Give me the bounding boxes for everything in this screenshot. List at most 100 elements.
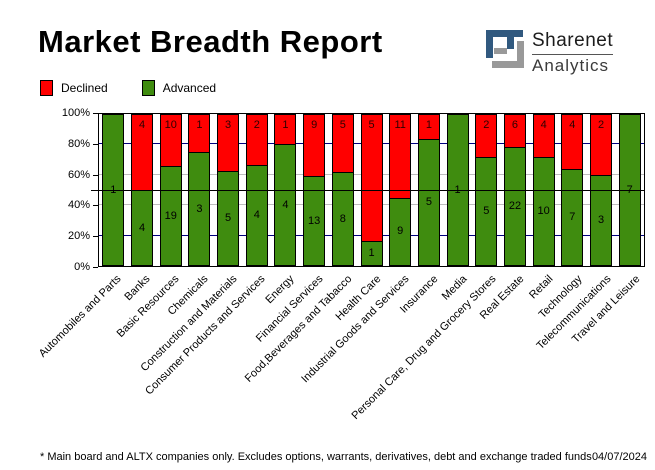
- declined-value-label: 10: [164, 119, 177, 131]
- bar-slot: 11 9: [386, 114, 415, 266]
- reference-line-50pct: [91, 190, 645, 191]
- advanced-value-label: 1: [368, 246, 375, 259]
- y-axis-tick-mark: [93, 143, 98, 145]
- legend-label: Advanced: [162, 81, 217, 95]
- declined-value-label: 2: [483, 119, 490, 131]
- bar-segment-declined: 2: [475, 114, 498, 158]
- bar-slot: 6 22: [501, 114, 530, 266]
- bar-segment-declined: 1: [188, 114, 211, 152]
- y-axis-tick-mark: [93, 113, 98, 114]
- declined-value-label: 2: [253, 119, 260, 131]
- declined-value-label: 5: [339, 119, 346, 131]
- advanced-value-label: 3: [196, 202, 203, 215]
- bar-segment-advanced: 19: [159, 166, 182, 266]
- footnote: * Main board and ALTX companies only. Ex…: [40, 451, 592, 463]
- logo-text: Sharenet Analytics: [532, 30, 614, 76]
- advanced-value-label: 1: [455, 184, 461, 197]
- bar-segment-declined: 11: [389, 114, 412, 198]
- bar-segment-declined: 2: [590, 114, 613, 175]
- advanced-value-label: 10: [537, 205, 550, 218]
- bar-segment-advanced: 22: [503, 146, 526, 266]
- bar-segment-declined: 1: [274, 114, 297, 145]
- y-axis-tick-mark: [93, 236, 98, 238]
- bar-segment-advanced: 5: [217, 171, 240, 266]
- legend-label: Declined: [61, 81, 108, 95]
- stacked-bar: 11 9: [389, 114, 412, 266]
- bar-slot: 10 19: [156, 114, 185, 266]
- y-axis-tick-label: 40%: [67, 199, 90, 212]
- bar-segment-advanced: 10: [532, 157, 555, 266]
- y-axis-tick-label: 100%: [61, 107, 90, 119]
- advanced-value-label: 3: [597, 213, 605, 226]
- declined-value-label: 3: [225, 119, 232, 131]
- bar-segment-declined: 10: [159, 114, 182, 167]
- y-axis-tick-mark: [93, 174, 98, 176]
- sharenet-logo: Sharenet Analytics: [486, 30, 614, 76]
- advanced-value-label: 7: [627, 184, 633, 197]
- stacked-bar: 9 13: [303, 114, 326, 266]
- bar-segment-advanced: 5: [417, 139, 440, 266]
- bar-segment-advanced: 4: [131, 190, 154, 266]
- declined-value-label: 6: [511, 119, 519, 131]
- chart-legend: Declined Advanced: [40, 80, 216, 96]
- stacked-bar: 4 10: [532, 114, 555, 266]
- declined-value-label: 2: [597, 119, 605, 131]
- bar-segment-advanced: 1: [360, 240, 383, 266]
- bar-segment-advanced: 4: [274, 144, 297, 266]
- bar-segment-declined: 6: [503, 114, 526, 147]
- advanced-value-label: 4: [282, 198, 289, 211]
- advanced-value-label: 5: [425, 196, 432, 209]
- advanced-value-label: 13: [308, 214, 321, 227]
- bar-segment-declined: 9: [303, 114, 326, 177]
- bar-slot: 4 10: [529, 114, 558, 266]
- y-axis-tick-label: 0%: [74, 261, 90, 273]
- bar-segment-advanced: 9: [389, 197, 412, 266]
- advanced-value-label: 19: [164, 209, 177, 222]
- bar-segment-advanced: 5: [475, 157, 498, 266]
- bar-segment-advanced: 4: [245, 164, 268, 266]
- stacked-bar: 6 22: [503, 114, 526, 266]
- bar-segment-declined: 5: [360, 114, 383, 241]
- y-axis-tick-label: 60%: [67, 168, 90, 181]
- legend-item-declined: Declined: [40, 80, 108, 96]
- advanced-value-label: 22: [508, 199, 522, 212]
- advanced-value-label: 4: [138, 221, 146, 234]
- bar-segment-advanced: 3: [590, 174, 613, 266]
- legend-swatch-declined: [40, 80, 53, 96]
- bar-segment-declined: 5: [331, 114, 354, 173]
- declined-value-label: 4: [540, 119, 547, 131]
- logo-brand-name: Sharenet: [532, 30, 614, 55]
- page-title: Market Breadth Report: [38, 24, 383, 59]
- declined-value-label: 1: [196, 119, 203, 131]
- advanced-value-label: 7: [569, 211, 576, 224]
- declined-value-label: 9: [311, 119, 318, 131]
- sharenet-logo-icon: [486, 30, 524, 68]
- bar-segment-declined: 1: [417, 114, 440, 140]
- advanced-value-label: 4: [253, 208, 260, 221]
- advanced-value-label: 5: [225, 212, 232, 224]
- bar-segment-declined: 3: [217, 114, 240, 171]
- stacked-bar: 10 19: [159, 114, 182, 266]
- bar-segment-declined: 2: [245, 114, 268, 165]
- declined-value-label: 4: [138, 119, 146, 131]
- declined-value-label: 1: [282, 119, 289, 131]
